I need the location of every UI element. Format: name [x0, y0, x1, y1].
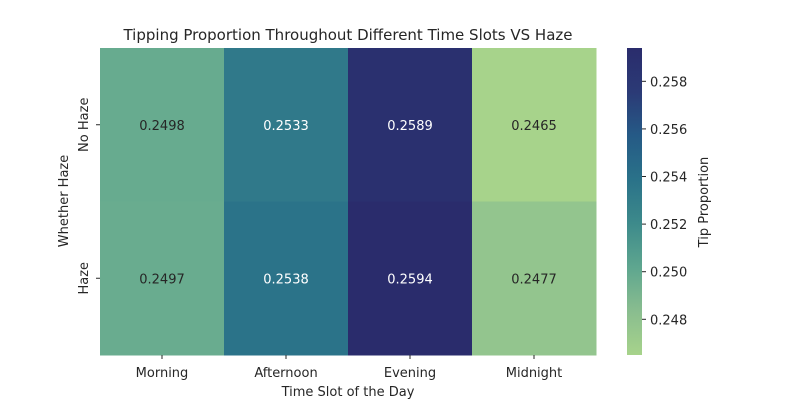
- colorbar-tick-label: 0.258: [650, 75, 687, 90]
- cell-value-label: 0.2465: [511, 119, 557, 134]
- x-tick-label: Afternoon: [254, 366, 317, 381]
- x-tick-label: Evening: [384, 366, 436, 381]
- cell-value-label: 0.2594: [387, 272, 433, 287]
- cell-value-label: 0.2477: [511, 272, 557, 287]
- heatmap-cells: [100, 48, 597, 356]
- cell-value-label: 0.2498: [139, 119, 185, 134]
- colorbar-gradient: [627, 48, 642, 355]
- colorbar-tick-label: 0.254: [650, 171, 687, 186]
- y-tick-label: No Haze: [77, 98, 92, 152]
- colorbar-tick-label: 0.252: [650, 218, 687, 233]
- colorbar-tick-label: 0.256: [650, 123, 687, 138]
- cell-value-label: 0.2589: [387, 119, 433, 134]
- heatmap-cell: [472, 48, 597, 202]
- x-tick-label: Midnight: [506, 366, 563, 381]
- y-tick-label: Haze: [77, 262, 92, 295]
- heatmap-cell: [224, 48, 349, 202]
- cell-value-label: 0.2533: [263, 119, 309, 134]
- heatmap-cell: [348, 48, 473, 202]
- heatmap-cell: [472, 201, 597, 356]
- cell-value-label: 0.2497: [139, 272, 185, 287]
- y-axis: No Haze Haze: [77, 98, 100, 295]
- heatmap-cell: [100, 48, 225, 202]
- heatmap-cell: [100, 201, 225, 356]
- x-axis: Morning Afternoon Evening Midnight: [136, 355, 563, 381]
- heatmap-cell: [224, 201, 349, 356]
- x-axis-label: Time Slot of the Day: [281, 385, 415, 400]
- chart-title: Tipping Proportion Throughout Different …: [122, 26, 572, 44]
- heatmap-cell-labels: 0.2498 0.2533 0.2589 0.2465 0.2497 0.2538 0.25…: [139, 119, 557, 288]
- cell-value-label: 0.2538: [263, 272, 309, 287]
- y-axis-label: Whether Haze: [57, 155, 72, 247]
- colorbar-label: Tip Proportion: [697, 157, 712, 249]
- colorbar-tick-label: 0.248: [650, 313, 687, 328]
- x-tick-label: Morning: [136, 366, 189, 381]
- heatmap-cell: [348, 201, 473, 356]
- colorbar: 0.248 0.250 0.252 0.254 0.256 0.258: [627, 48, 687, 355]
- colorbar-tick-label: 0.250: [650, 266, 687, 281]
